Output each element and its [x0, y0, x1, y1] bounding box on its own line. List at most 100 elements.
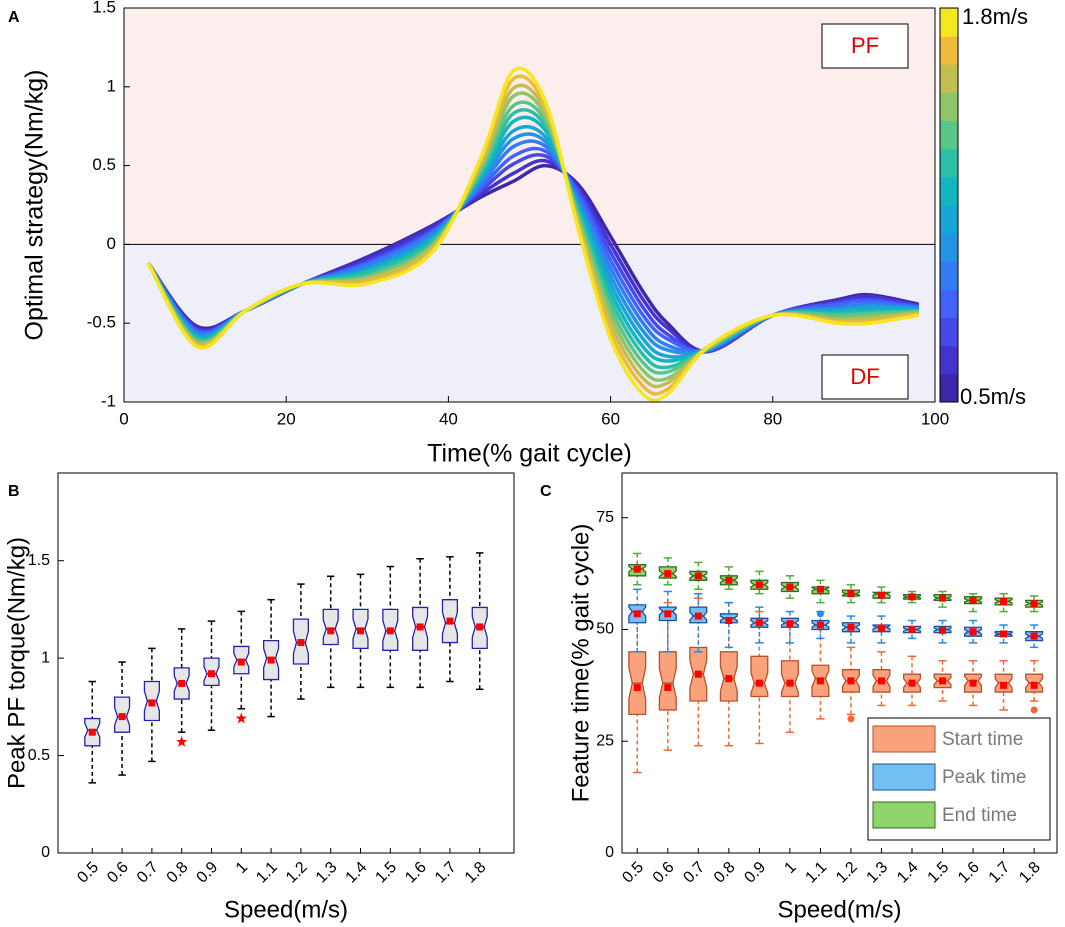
- x-tick-label: 1.7: [432, 859, 460, 887]
- colorbar-band: [940, 373, 958, 403]
- mean-marker: [877, 677, 885, 685]
- mean-marker: [877, 591, 885, 599]
- mean-marker: [755, 619, 763, 627]
- legend-label: End time: [942, 805, 1017, 826]
- x-tick-label: 1.2: [283, 859, 311, 887]
- x-axis-label: Speed(m/s): [224, 896, 348, 923]
- outlier: [1030, 706, 1038, 714]
- annotation-box: [821, 23, 909, 69]
- mean-marker: [694, 670, 702, 678]
- mean-marker: [664, 610, 672, 618]
- x-tick-label: 1.7: [986, 859, 1014, 887]
- legend-label: Start time: [942, 729, 1023, 750]
- colorbar-label: 1.8m/s: [962, 4, 1028, 29]
- mean-marker: [908, 593, 916, 601]
- box: [750, 655, 769, 698]
- x-tick-label: 0.8: [164, 859, 192, 887]
- outlier: [235, 712, 248, 724]
- y-tick-label: -1: [101, 391, 116, 410]
- annotation-box: [821, 354, 909, 400]
- x-tick-label: 20: [277, 409, 296, 428]
- y-tick-label: 1: [41, 649, 50, 666]
- x-tick-label: 1: [781, 859, 799, 877]
- x-tick-label: 1.1: [802, 859, 830, 887]
- y-tick-label: 0: [107, 234, 116, 253]
- mean-marker: [755, 581, 763, 589]
- x-tick-label: 0: [119, 409, 128, 428]
- mean-marker: [847, 623, 855, 631]
- colorbar-band: [940, 148, 958, 178]
- colorbar-band: [940, 205, 958, 234]
- mean-marker: [1030, 632, 1038, 640]
- mean-marker: [118, 713, 126, 721]
- box: [780, 660, 799, 698]
- mean-marker: [1000, 681, 1008, 689]
- colorbar-band: [940, 8, 958, 37]
- box: [658, 651, 677, 711]
- mean-marker: [297, 639, 305, 647]
- mean-marker: [237, 658, 245, 666]
- mean-marker: [847, 590, 855, 598]
- x-tick-label: 0.5: [74, 859, 102, 887]
- mean-marker: [148, 699, 156, 707]
- mean-marker: [633, 610, 641, 618]
- mean-marker: [694, 612, 702, 620]
- x-tick-label: 0.6: [650, 859, 678, 887]
- strategy-line: [146, 66, 920, 403]
- mean-marker: [267, 656, 275, 664]
- x-tick-label: 1.5: [372, 859, 400, 887]
- x-tick-label: 60: [601, 409, 620, 428]
- colorbar-band: [940, 64, 958, 93]
- colorbar-band: [940, 233, 958, 262]
- x-tick-label: 0.5: [619, 859, 647, 887]
- x-tick-label: 1.8: [1016, 859, 1044, 887]
- y-tick-label: 1.5: [92, 0, 116, 16]
- mean-marker: [694, 572, 702, 580]
- x-tick-label: 0.7: [680, 859, 708, 887]
- mean-marker: [969, 679, 977, 687]
- y-tick-label: 0: [605, 844, 614, 861]
- annotation: DF: [850, 364, 879, 389]
- x-tick-label: 0.8: [711, 859, 739, 887]
- annotation: PF: [851, 33, 879, 58]
- mean-marker: [725, 576, 733, 584]
- colorbar-label: 0.5m/s: [960, 384, 1026, 409]
- y-axis-label: Optimal strategy(Nm/kg): [21, 70, 49, 341]
- axes-box: [57, 472, 515, 854]
- x-tick-label: 1.3: [864, 859, 892, 887]
- mean-marker: [357, 627, 365, 635]
- mean-marker: [725, 617, 733, 625]
- mean-marker: [386, 627, 394, 635]
- mean-marker: [207, 670, 215, 678]
- mean-marker: [969, 628, 977, 636]
- x-tick-label: 1.5: [925, 859, 953, 887]
- y-tick-label: 1: [107, 76, 116, 95]
- colorbar-band: [940, 120, 958, 150]
- x-tick-label: 0.9: [741, 859, 769, 887]
- axes-box: [621, 472, 1058, 854]
- x-axis-label: Time(% gait cycle): [427, 440, 632, 468]
- mean-marker: [1000, 630, 1008, 638]
- mean-marker: [939, 677, 947, 685]
- mean-marker: [416, 623, 424, 631]
- outlier: [175, 735, 188, 747]
- panel-label: C: [540, 483, 552, 500]
- colorbar-band: [940, 36, 958, 65]
- panel-label: B: [8, 483, 20, 500]
- legend-swatch: [872, 763, 936, 791]
- x-tick-label: 0.6: [104, 859, 132, 887]
- mean-marker: [786, 620, 794, 628]
- y-tick-label: 0: [41, 844, 50, 861]
- colorbar-band: [940, 345, 958, 375]
- legend-swatch: [872, 725, 936, 753]
- y-tick-label: 75: [596, 509, 614, 526]
- mean-marker: [939, 626, 947, 634]
- mean-marker: [88, 728, 96, 736]
- mean-marker: [939, 594, 947, 602]
- mean-marker: [178, 679, 186, 687]
- y-tick-label: 0.5: [92, 155, 116, 174]
- outlier: [847, 715, 855, 723]
- box: [322, 608, 339, 646]
- x-tick-label: 40: [439, 409, 458, 428]
- y-tick-label: 1.5: [28, 552, 50, 569]
